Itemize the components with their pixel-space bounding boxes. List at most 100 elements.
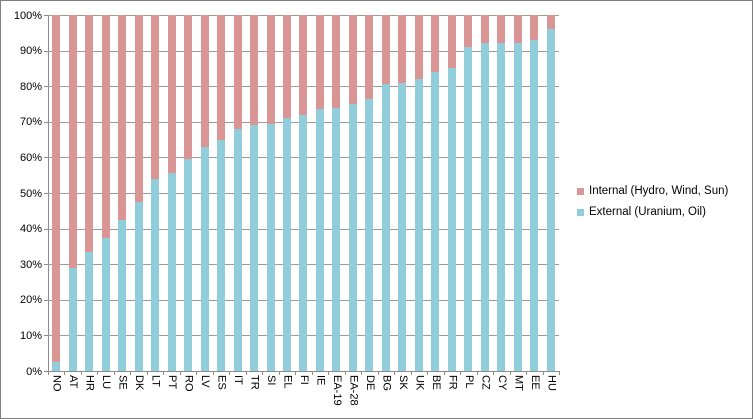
bar-hu: [546, 15, 555, 371]
x-tick: [410, 371, 412, 375]
legend-label-external: External (Uranium, Oil): [589, 206, 706, 218]
bar-segment-external: [546, 29, 555, 371]
y-axis-label: 90%: [19, 45, 42, 58]
bar-segment-external: [497, 43, 506, 371]
bar-segment-external: [184, 159, 193, 371]
x-axis-label-text: CY: [495, 375, 508, 391]
x-axis-label-ie: IE: [312, 375, 328, 385]
bar-fr: [447, 15, 456, 371]
bar-slot-uk: [411, 15, 427, 371]
x-axis-label-dk: DK: [130, 375, 146, 390]
x-axis-label-at: AT: [64, 375, 80, 388]
x-axis-label-text: EE: [528, 375, 541, 390]
bar-segment-internal: [315, 15, 324, 110]
x-axis-label-text: BE: [429, 375, 442, 390]
bar-segment-external: [68, 267, 77, 371]
x-tick: [476, 371, 478, 375]
y-tick: [44, 86, 48, 88]
x-axis-label-se: SE: [114, 375, 130, 390]
x-axis-label-text: SE: [116, 375, 129, 390]
x-tick: [80, 371, 82, 375]
plot-area: [48, 15, 559, 371]
bar-de: [365, 15, 374, 371]
x-tick: [278, 371, 280, 375]
y-tick: [44, 157, 48, 159]
x-axis-label-cy: CY: [493, 375, 509, 390]
bar-si: [266, 15, 275, 371]
bar-segment-internal: [217, 15, 226, 140]
bar-segment-internal: [348, 15, 357, 104]
bar-segment-internal: [464, 15, 473, 48]
bar-segment-external: [398, 82, 407, 371]
bar-segment-internal: [546, 15, 555, 30]
bar-slot-ie: [312, 15, 328, 371]
bar-slot-mt: [510, 15, 526, 371]
x-axis-label-text: FR: [446, 375, 459, 390]
x-axis-label-text: CZ: [479, 375, 492, 390]
y-tick: [44, 299, 48, 301]
bar-segment-internal: [431, 15, 440, 72]
bar-segment-external: [530, 39, 539, 371]
bar-lt: [151, 15, 160, 371]
x-axis-label-text: NO: [50, 375, 63, 392]
x-axis-label-fi: FI: [295, 375, 311, 385]
y-tick: [44, 193, 48, 194]
bar-segment-external: [233, 128, 242, 371]
bar-segment-external: [447, 68, 456, 371]
x-axis-label-text: ES: [215, 375, 228, 390]
bar-segment-external: [431, 71, 440, 371]
x-tick: [344, 371, 346, 375]
bar-slot-ea-28: [345, 15, 361, 371]
x-axis-label-text: HR: [83, 375, 96, 391]
x-axis-label-text: LT: [149, 375, 162, 388]
bar-uk: [414, 15, 423, 371]
bar-segment-external: [266, 123, 275, 371]
y-tick: [44, 371, 48, 372]
bar-segment-external: [250, 125, 259, 371]
y-axis-label: 40%: [19, 223, 42, 236]
bar-slot-fi: [295, 15, 311, 371]
bar-segment-external: [464, 47, 473, 371]
x-axis-label-text: MT: [512, 375, 525, 391]
y-tick: [44, 228, 48, 230]
bar-ro: [184, 15, 193, 371]
x-axis-label-it: IT: [229, 375, 245, 385]
bar-es: [217, 15, 226, 371]
x-axis-label-hr: HR: [81, 375, 97, 391]
legend: Internal (Hydro, Wind, Sun) External (Ur…: [577, 185, 728, 227]
y-axis-label: 20%: [19, 294, 42, 307]
x-tick: [229, 371, 231, 375]
x-axis-label-text: EL: [281, 375, 294, 389]
bar-segment-external: [52, 362, 61, 371]
x-axis-label-mt: MT: [510, 375, 526, 391]
x-axis-label-cz: CZ: [477, 375, 493, 390]
y-tick: [44, 264, 48, 266]
bar-ea-19: [332, 15, 341, 371]
y-axis-label: 50%: [19, 187, 42, 200]
x-tick: [212, 371, 214, 375]
x-axis-label-text: IE: [314, 375, 327, 386]
x-axis-label-pt: PT: [163, 375, 179, 389]
bar-segment-internal: [299, 15, 308, 115]
x-tick: [146, 371, 148, 375]
bar-slot-cz: [477, 15, 493, 371]
bar-slot-pt: [163, 15, 179, 371]
bar-lv: [200, 15, 209, 371]
bar-segment-internal: [200, 15, 209, 147]
y-axis-label: 60%: [19, 151, 42, 164]
bar-slot-lt: [147, 15, 163, 371]
legend-swatch-internal: [577, 187, 584, 195]
x-axis-label-fr: FR: [444, 375, 460, 390]
bar-mt: [513, 15, 522, 371]
y-axis-label: 0%: [26, 365, 42, 378]
bar-sk: [398, 15, 407, 371]
bar-slot-be: [427, 15, 443, 371]
bar-segment-external: [513, 43, 522, 371]
bar-segment-internal: [480, 15, 489, 44]
bar-slot-si: [262, 15, 278, 371]
x-axis-label-text: IT: [232, 375, 245, 385]
x-tick: [163, 371, 165, 375]
x-axis-label-hu: HU: [543, 375, 559, 391]
x-axis-label-text: RO: [182, 375, 195, 392]
bar-slot-lu: [97, 15, 113, 371]
